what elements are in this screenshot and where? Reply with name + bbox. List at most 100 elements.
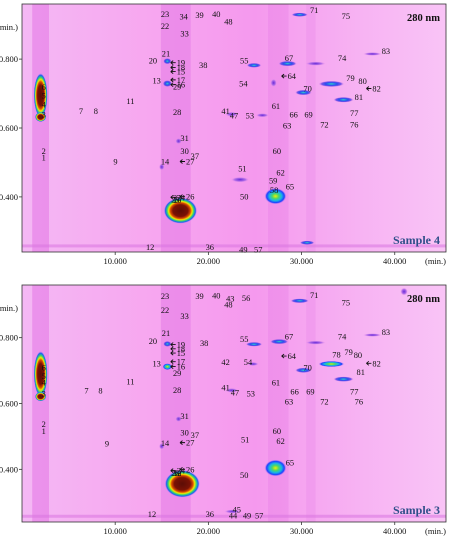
peak-spot-17 — [225, 388, 239, 393]
peak-label-61: 61 — [272, 378, 280, 387]
peak-label-75: 75 — [342, 298, 350, 307]
peak-label-55: 55 — [240, 57, 248, 66]
peak-label-67: 67 — [285, 54, 293, 63]
peak-label-80: 80 — [358, 77, 366, 86]
chart-panel-1: 0.400 0.600 0.800 10.000 20.000 30.000 40.000 (… — [0, 3, 447, 266]
peak-spot-6 — [246, 62, 262, 68]
peak-label-37: 37 — [191, 152, 199, 161]
peak-spot-7 — [270, 78, 277, 88]
peak-label-65: 65 — [286, 182, 294, 191]
peak-label-17: 17 — [177, 76, 185, 85]
peak-label-53: 53 — [247, 389, 255, 398]
peak-label-48: 48 — [224, 301, 232, 310]
peak-label-36: 36 — [206, 510, 214, 519]
peak-label-82: 82 — [372, 359, 380, 368]
peak-label-65: 65 — [286, 458, 294, 467]
peak-label-14: 14 — [161, 439, 170, 448]
peak-label-75: 75 — [342, 12, 350, 21]
peak-label-34: 34 — [179, 13, 188, 22]
y-tick-label: 0.600 — [0, 123, 18, 133]
peak-arrow — [170, 364, 176, 369]
peak-label-47: 47 — [231, 389, 239, 398]
peak-label-57: 57 — [254, 246, 262, 255]
peak-label-16: 16 — [177, 81, 185, 90]
peak-label-20: 20 — [149, 57, 157, 66]
peak-label-33: 33 — [180, 312, 188, 321]
peak-label-29: 29 — [173, 82, 181, 91]
peak-label-38: 38 — [200, 339, 208, 348]
wavelength-label: 280 nm — [407, 294, 440, 305]
sample-label: Sample 3 — [393, 503, 440, 517]
chart-panel-2: 0.400 0.600 0.800 10.000 20.000 30.000 40.000 (… — [0, 284, 447, 536]
peak-label-3: 3 — [42, 110, 46, 119]
peak-label-17: 17 — [177, 358, 185, 367]
peak-label-21: 21 — [162, 329, 170, 338]
peak-spot-13 — [333, 97, 354, 103]
peak-arrow — [179, 440, 186, 445]
peak-label-4: 4 — [42, 100, 47, 109]
peak-label-30: 30 — [180, 147, 188, 156]
peak-label-22: 22 — [161, 306, 169, 315]
peak-label-32: 32 — [173, 469, 181, 478]
peak-label-69: 69 — [306, 388, 314, 397]
peak-spot-5 — [163, 58, 172, 65]
peak-label-60: 60 — [273, 427, 281, 436]
peak-label-28: 28 — [173, 108, 181, 117]
peak-label-33: 33 — [180, 29, 188, 38]
peak-label-7: 7 — [84, 386, 88, 395]
plot-area — [22, 4, 446, 252]
peak-label-13: 13 — [152, 77, 160, 86]
x-tick-label: 30.000 — [290, 526, 313, 536]
wavelength-label: 280 nm — [407, 13, 440, 24]
y-tick-label: 0.400 — [0, 192, 18, 202]
peak-spot-19 — [400, 287, 408, 296]
peak-arrow — [170, 82, 176, 88]
peak-label-1: 1 — [42, 154, 46, 163]
peak-spot-10 — [305, 340, 326, 345]
peak-label-83: 83 — [382, 47, 390, 56]
peak-spot-8 — [278, 60, 297, 67]
peak-label-20: 20 — [149, 337, 157, 346]
baseline-band — [22, 514, 446, 518]
peak-label-72: 72 — [320, 121, 328, 130]
y-tick-label: 0.800 — [0, 333, 18, 343]
peak-label-23: 23 — [161, 10, 169, 19]
peak-label-19: 19 — [177, 59, 185, 68]
peak-label-71: 71 — [310, 6, 318, 15]
peak-label-6: 6 — [42, 83, 46, 92]
peak-label-9: 9 — [105, 440, 109, 449]
peak-spot-3 — [264, 459, 287, 477]
peak-label-48: 48 — [224, 18, 232, 27]
peak-label-60: 60 — [273, 147, 281, 156]
x-tick-label: 10.000 — [103, 256, 126, 266]
peak-label-11: 11 — [126, 97, 134, 106]
peak-label-27: 27 — [186, 158, 194, 167]
peak-label-78: 78 — [332, 351, 340, 360]
peak-label-76: 76 — [350, 121, 358, 130]
sample-label: Sample 4 — [393, 233, 440, 247]
peak-label-24: 24 — [177, 467, 186, 476]
peak-label-29: 29 — [173, 369, 181, 378]
peak-label-79: 79 — [344, 348, 352, 357]
peak-spot-0 — [33, 350, 48, 397]
x-tick-label: 20.000 — [197, 256, 220, 266]
peak-label-12: 12 — [148, 510, 156, 519]
peak-label-82: 82 — [372, 84, 380, 93]
peak-label-57: 57 — [255, 511, 263, 520]
peak-label-70: 70 — [303, 84, 311, 93]
peak-label-14: 14 — [161, 158, 170, 167]
peak-spot-16 — [175, 137, 182, 145]
peak-label-7: 7 — [79, 107, 83, 116]
peak-spot-2 — [164, 469, 200, 498]
y-tick-label: 0.400 — [0, 464, 18, 474]
x-tick-label: 20.000 — [197, 526, 220, 536]
streak-3 — [306, 4, 316, 252]
peak-label-12: 12 — [146, 243, 154, 252]
baseline-band — [22, 244, 446, 248]
peak-label-69: 69 — [304, 110, 312, 119]
peak-label-10: 10 — [173, 196, 181, 205]
peak-label-79: 79 — [346, 74, 354, 83]
peak-label-66: 66 — [290, 388, 298, 397]
peak-label-26: 26 — [186, 465, 194, 474]
peak-label-83: 83 — [382, 328, 390, 337]
